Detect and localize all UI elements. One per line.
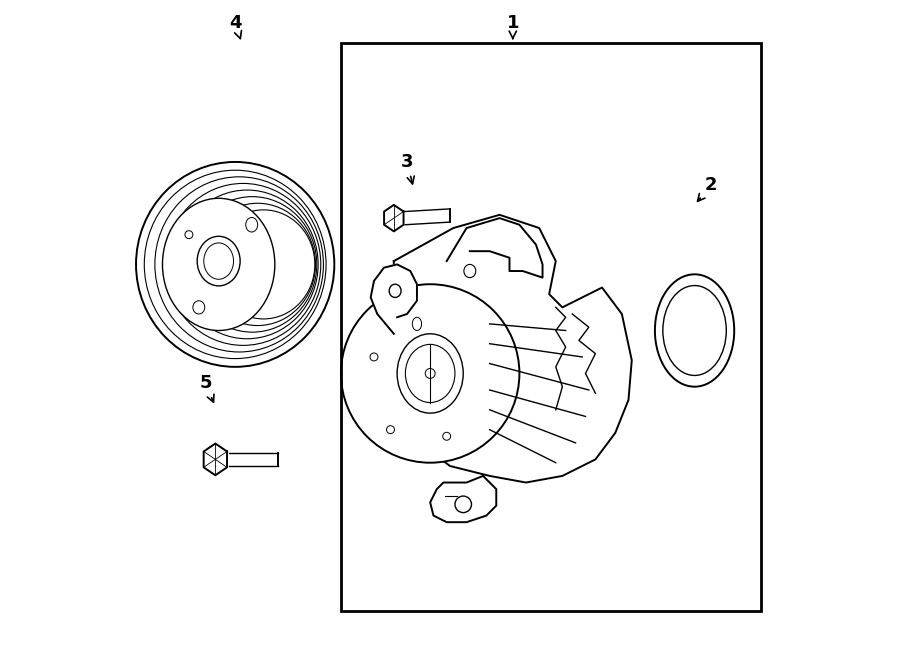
Ellipse shape [341, 284, 519, 463]
Polygon shape [384, 205, 403, 231]
Text: 3: 3 [400, 153, 414, 184]
Ellipse shape [203, 243, 233, 279]
Ellipse shape [193, 301, 205, 314]
Bar [341, 43, 760, 611]
Ellipse shape [662, 286, 726, 375]
Text: 1: 1 [507, 14, 519, 38]
Ellipse shape [389, 284, 401, 297]
Ellipse shape [370, 353, 378, 361]
Polygon shape [371, 264, 417, 334]
Text: 5: 5 [199, 374, 214, 403]
Ellipse shape [405, 344, 455, 403]
Text: 2: 2 [698, 176, 717, 202]
Polygon shape [381, 215, 632, 483]
Polygon shape [203, 444, 227, 475]
Ellipse shape [184, 231, 193, 239]
Text: 4: 4 [229, 14, 241, 38]
Ellipse shape [197, 236, 240, 286]
Polygon shape [430, 476, 496, 522]
Ellipse shape [136, 162, 334, 367]
Ellipse shape [163, 198, 274, 330]
Ellipse shape [412, 317, 421, 330]
Ellipse shape [397, 334, 464, 413]
Ellipse shape [655, 274, 734, 387]
Ellipse shape [455, 496, 472, 513]
Ellipse shape [443, 432, 451, 440]
Ellipse shape [246, 217, 257, 232]
Ellipse shape [464, 264, 476, 278]
Ellipse shape [386, 426, 394, 434]
